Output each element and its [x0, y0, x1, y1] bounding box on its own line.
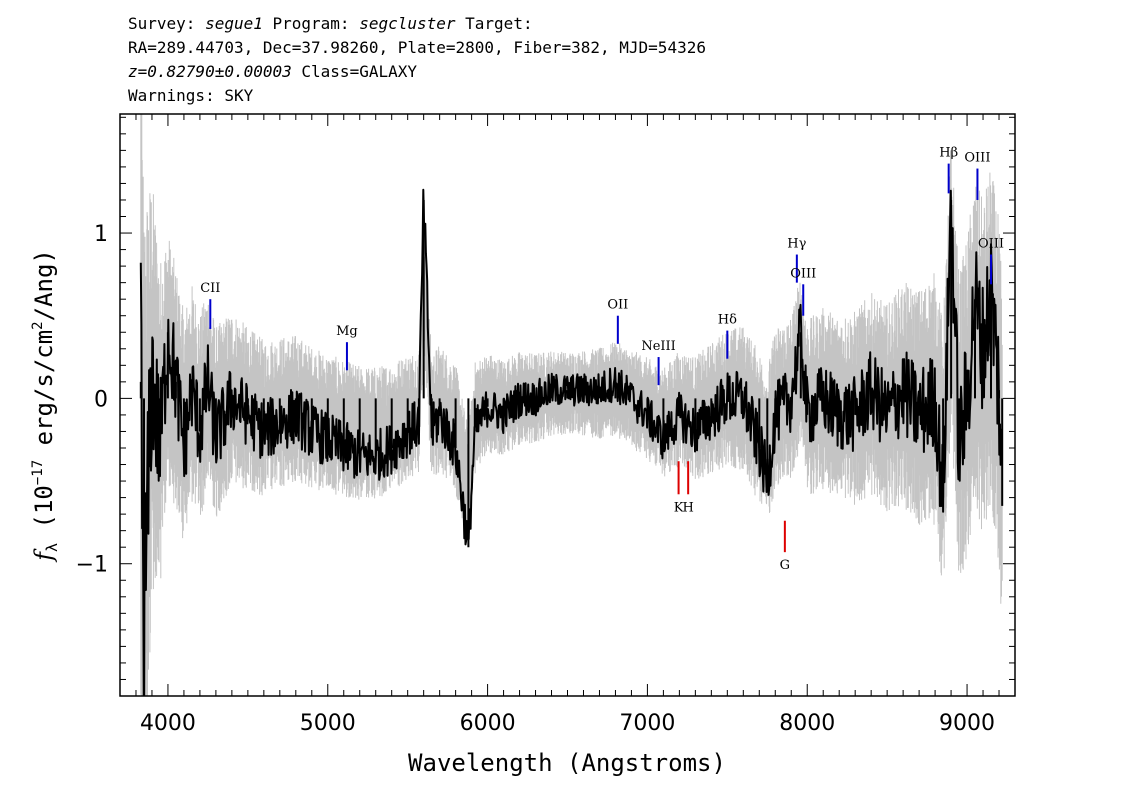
x-axis-ticks: 4000 5000 6000 7000 8000 9000 [135, 114, 1000, 736]
x-tick-label: 5000 [300, 711, 356, 736]
line-marker-label: OIII [790, 266, 816, 281]
line-marker-label: Hβ [939, 146, 958, 161]
header-part: Program: [263, 14, 359, 33]
line-marker-label: Hγ [787, 237, 806, 252]
line-marker-label: OIII [964, 151, 990, 166]
flux-spectrum [139, 188, 1004, 696]
line-marker: K [674, 461, 684, 515]
y-axis-title-part: erg/s/cm [30, 330, 58, 460]
line-marker: Hδ [718, 313, 737, 359]
line-markers: CII Mg OII NeIII Hδ Hγ OIII Hβ OIII OIII K H G [200, 146, 1004, 574]
line-marker-label: Hδ [718, 313, 737, 328]
y-axis-title-part: λ [43, 543, 61, 552]
line-marker: Hβ [939, 146, 958, 194]
header-part: segcluster [359, 14, 456, 33]
y-axis-title-part: −17 [30, 460, 46, 485]
x-tick-label: 6000 [460, 711, 516, 736]
header-part: segue1 [205, 14, 263, 33]
header-part: Target: [456, 14, 533, 33]
header: Survey: segue1 Program: segcluster Targe… [128, 14, 706, 105]
line-marker: CII [200, 281, 220, 329]
y-axis-title: fλ (10−17 erg/s/cm2/Ang) [30, 249, 61, 563]
line-marker: OIII [790, 266, 816, 316]
line-marker: Hγ [787, 237, 807, 283]
line-marker: NeIII [641, 339, 676, 386]
line-marker: H [682, 461, 694, 515]
line-marker: OIII [964, 151, 990, 200]
y-axis-ticks: −1 0 1 [76, 116, 1015, 680]
header-line-1: Survey: segue1 Program: segcluster Targe… [128, 14, 533, 33]
line-marker-label: K [674, 500, 684, 515]
line-marker: G [780, 520, 790, 573]
header-line-4: Warnings: SKY [128, 86, 254, 105]
y-axis-title-part: /Ang) [30, 249, 58, 321]
line-marker: OII [607, 298, 628, 344]
flux-series-path [139, 188, 1003, 696]
y-tick-label: 1 [94, 222, 108, 247]
line-marker-label: Mg [336, 324, 358, 339]
x-axis-title: Wavelength (Angstroms) [408, 749, 726, 777]
line-marker-label: OIII [978, 237, 1004, 252]
y-axis-title-part: (10 [30, 485, 58, 543]
header-line-3: z=0.82790±0.00003 Class=GALAXY [128, 62, 417, 81]
header-part: Class=GALAXY [292, 62, 418, 81]
line-marker: Mg [336, 324, 358, 371]
line-marker-label: NeIII [641, 339, 675, 354]
line-marker-label: G [780, 558, 790, 573]
y-axis-title-part: 2 [30, 321, 46, 329]
x-tick-label: 8000 [779, 711, 835, 736]
line-marker-label: OII [607, 298, 628, 313]
line-marker-label: H [682, 500, 693, 515]
x-tick-label: 7000 [619, 711, 675, 736]
x-tick-label: 4000 [140, 711, 196, 736]
header-part: Survey: [128, 14, 205, 33]
line-marker: OIII [978, 237, 1004, 285]
y-tick-label: −1 [76, 553, 108, 578]
y-tick-label: 0 [94, 387, 108, 412]
line-marker-label: CII [200, 281, 220, 296]
header-part: z=0.82790±0.00003 [128, 62, 292, 81]
x-tick-label: 9000 [939, 711, 995, 736]
header-line-2: RA=289.44703, Dec=37.98260, Plate=2800, … [128, 38, 706, 57]
